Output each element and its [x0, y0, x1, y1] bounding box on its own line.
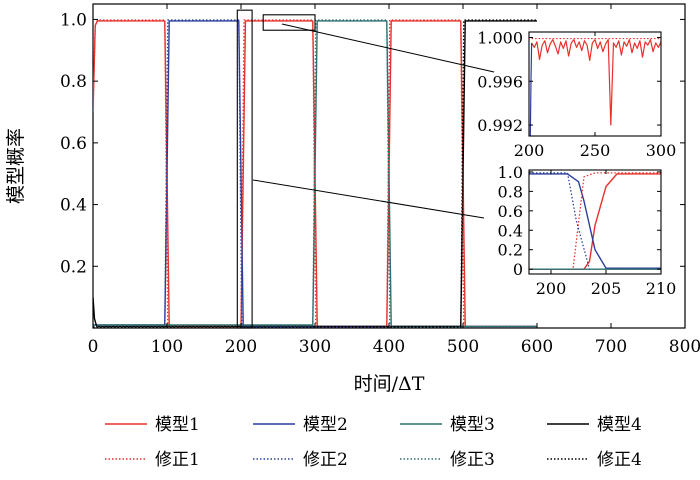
legend-label-6: 修正2: [303, 450, 348, 470]
zoom-box-2: [236, 9, 253, 329]
inset-top-y-tick-label-0-992: 0.992: [477, 116, 523, 135]
inset-bottom-y-axis: 00.20.40.60.81.0: [498, 163, 661, 279]
main-series-line-1: [93, 20, 537, 328]
inset-bottom-y-tick-label-0-4: 0.4: [498, 221, 523, 240]
y-axis-title: 模型概率: [5, 128, 27, 204]
inset-bottom-x-tick-label-200: 200: [536, 279, 567, 298]
inset-bottom-x-tick-label-205: 205: [591, 279, 622, 298]
main-plot: 0 100 200 300 400 500 600 700 800 0.20.40.60.81.…: [60, 3, 700, 357]
inset-bottom-x-tick-label-210: 210: [646, 279, 677, 298]
inset-top-y-tick-label-1-000: 1.000: [477, 28, 523, 47]
inset-top-y-axis: 0.992 0.996 1.000: [477, 28, 661, 135]
main-x-tick-label-800: 800: [669, 337, 700, 357]
main-y-tick-label-1-0: 1.0: [60, 10, 87, 30]
inset-bottom-x-axis: 200 205 210: [536, 170, 677, 298]
inset-top-x-tick-label-200: 200: [514, 141, 545, 160]
main-x-tick-label-100: 100: [151, 337, 183, 357]
main-x-tick-label-0: 0: [88, 337, 99, 357]
inset-top-x-axis: 200 250 300: [514, 32, 677, 160]
main-x-tick-label-700: 700: [595, 337, 627, 357]
main-x-tick-label-200: 200: [225, 337, 257, 357]
leader-line-bottom: [252, 179, 485, 219]
legend-label-5: 修正1: [155, 450, 200, 470]
main-x-axis: 0 100 200 300 400 500 600 700 800: [88, 4, 700, 357]
inset-bottom-y-tick-label-0: 0: [513, 260, 523, 279]
leader-line-top: [281, 23, 495, 73]
inset-top-x-tick-label-300: 300: [646, 141, 677, 160]
inset-bottom-series-group: [529, 172, 661, 270]
inset-bottom-series-line-2: [529, 173, 661, 269]
inset-top-plot: 200 250 300 0.992 0.996 1.000: [477, 28, 676, 160]
main-y-tick-label-0-2: 0.2: [60, 257, 87, 277]
x-axis-title: 时间/ΔT: [354, 373, 425, 395]
main-series-line-6: [93, 19, 537, 328]
zoom-boxes: [236, 9, 316, 329]
inset-bottom-y-tick-label-1-0: 1.0: [498, 163, 523, 182]
main-y-tick-label-0-6: 0.6: [60, 134, 87, 154]
inset-bottom-y-tick-label-0-2: 0.2: [498, 241, 523, 260]
main-x-tick-label-500: 500: [447, 337, 479, 357]
inset-bottom-background: [529, 170, 661, 274]
inset-top-series-line-1: [531, 39, 661, 126]
inset-top-y-tick-label-0-996: 0.996: [477, 72, 523, 91]
main-y-tick-label-0-4: 0.4: [60, 196, 87, 216]
legend: 模型1 模型2 模型3 模型4 修正1 修正2 修正3 修正4: [105, 415, 642, 470]
main-y-axis: 0.20.40.60.81.0: [60, 10, 685, 277]
inset-bottom-plot: 200 205 210 00.20.40.60.81.0: [498, 163, 677, 298]
legend-label-7: 修正3: [450, 450, 495, 470]
inset-bottom-y-tick-label-0-6: 0.6: [498, 202, 523, 221]
inset-bottom-frame: [528, 169, 662, 275]
main-series-group: [93, 19, 537, 328]
legend-label-3: 模型3: [450, 415, 495, 435]
main-x-tick-label-400: 400: [373, 337, 405, 357]
main-x-tick-label-600: 600: [521, 337, 553, 357]
legend-label-4: 模型4: [597, 415, 642, 435]
main-series-line-3: [93, 20, 537, 328]
legend-label-8: 修正4: [597, 450, 642, 470]
main-y-tick-label-0-8: 0.8: [60, 72, 87, 92]
inset-top-background: [529, 32, 661, 136]
main-x-tick-label-300: 300: [299, 337, 331, 357]
legend-label-1: 模型1: [155, 415, 200, 435]
main-series-line-7: [93, 19, 537, 328]
zoom-box-1: [262, 14, 316, 31]
inset-bottom-y-tick-label-0-8: 0.8: [498, 182, 523, 201]
inset-top-x-tick-label-250: 250: [580, 141, 611, 160]
legend-label-2: 模型2: [303, 415, 348, 435]
main-series-line-8: [93, 19, 537, 328]
